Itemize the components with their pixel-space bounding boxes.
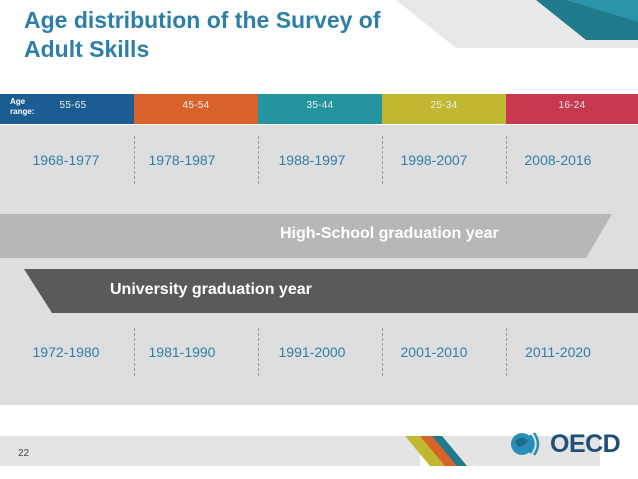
timeline-panel: [0, 125, 638, 405]
slide-title: Age distribution of the Survey of Adult …: [24, 7, 381, 62]
age-segment-label: 45-54: [182, 100, 210, 111]
university-band-label: University graduation year: [110, 281, 312, 298]
age-range-caption: Age range:: [10, 97, 35, 116]
age-segment-label: 55-65: [59, 100, 87, 111]
age-segment-16-24: 16-24: [506, 94, 638, 124]
oecd-wordmark: OECD: [550, 429, 621, 458]
university-year-range: 2011-2020: [525, 344, 591, 360]
high-school-years-row: 1968-1977 1978-1987 1988-1997 1998-2007 …: [0, 130, 638, 190]
university-year-range: 1972-1980: [32, 344, 100, 360]
university-year-range: 1991-2000: [278, 344, 346, 360]
high-school-year-range: 1978-1987: [148, 152, 216, 168]
high-school-band: [0, 214, 612, 258]
oecd-logo: OECD: [510, 426, 630, 462]
university-year-range: 2001-2010: [400, 344, 468, 360]
high-school-band-label: High-School graduation year: [280, 225, 499, 242]
age-segment-label: 25-34: [430, 100, 458, 111]
age-segment-label: 16-24: [558, 100, 586, 111]
high-school-year-range: 1968-1977: [32, 152, 100, 168]
column-divider: [134, 136, 135, 184]
university-year-range: 1981-1990: [148, 344, 216, 360]
age-segment-45-54: 45-54: [134, 94, 258, 124]
university-years-row: 1972-1980 1981-1990 1991-2000 2001-2010 …: [0, 322, 638, 382]
age-range-bar: 55-65 45-54 35-44 25-34 16-24 Age range:: [0, 94, 638, 124]
column-divider: [506, 136, 507, 184]
age-segment-55-65: 55-65: [0, 94, 134, 124]
column-divider: [382, 328, 383, 376]
oecd-globe-icon: [511, 432, 540, 456]
column-divider: [382, 136, 383, 184]
footer-bar: [0, 436, 600, 466]
column-divider: [258, 136, 259, 184]
column-divider: [506, 328, 507, 376]
page-number: 22: [18, 448, 30, 459]
high-school-year-range: 1998-2007: [400, 152, 468, 168]
university-band: [24, 269, 638, 313]
decorative-stripes: [396, 0, 638, 48]
column-divider: [258, 328, 259, 376]
age-segment-label: 35-44: [306, 100, 334, 111]
high-school-year-range: 1988-1997: [278, 152, 346, 168]
column-divider: [134, 328, 135, 376]
age-segment-25-34: 25-34: [382, 94, 506, 124]
age-segment-35-44: 35-44: [258, 94, 382, 124]
high-school-year-range: 2008-2016: [524, 152, 592, 168]
